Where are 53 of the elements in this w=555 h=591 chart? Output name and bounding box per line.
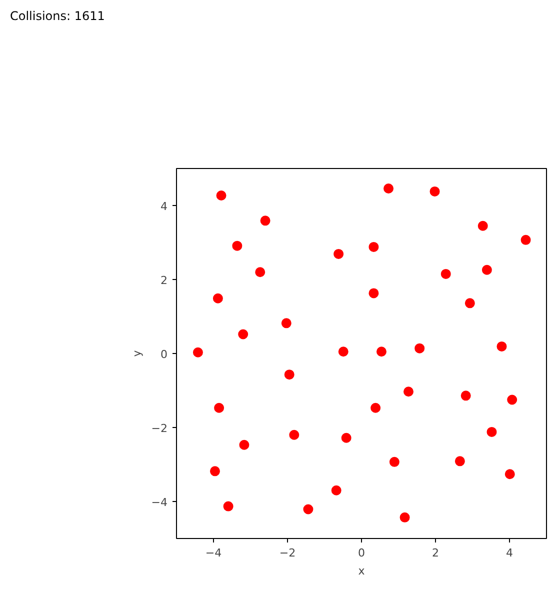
point <box>389 456 400 467</box>
text: Collisions: 1611 <box>10 8 105 25</box>
point <box>384 183 394 194</box>
point <box>255 267 266 278</box>
y-tick-label: 4 <box>160 200 168 213</box>
point <box>400 512 410 522</box>
x-tick-label: 0 <box>358 546 365 560</box>
point <box>430 186 440 196</box>
y-tick-label: 2 <box>160 274 168 287</box>
point <box>281 318 292 328</box>
point <box>368 242 379 252</box>
x-tick-label: −2 <box>279 546 296 560</box>
point <box>341 432 352 443</box>
x-tick-label: 2 <box>432 546 439 560</box>
point <box>376 346 386 357</box>
point <box>478 220 488 231</box>
point <box>504 469 515 480</box>
x-tick-label: 4 <box>506 546 513 560</box>
point <box>210 466 220 476</box>
point <box>239 440 250 450</box>
point <box>214 402 224 413</box>
point <box>192 347 203 358</box>
point <box>464 298 475 308</box>
point <box>440 268 451 279</box>
y-axis-title: y <box>130 350 144 357</box>
point <box>238 329 248 340</box>
point <box>403 386 414 397</box>
point <box>507 394 518 405</box>
point <box>520 234 531 245</box>
point <box>334 248 344 259</box>
point <box>289 430 300 440</box>
point <box>454 456 465 466</box>
y-tick-label: −2 <box>151 422 168 435</box>
point <box>303 504 314 514</box>
point <box>496 341 507 352</box>
point <box>331 485 342 496</box>
point <box>486 426 497 437</box>
point <box>482 264 492 275</box>
y-tick-label: −4 <box>151 496 168 509</box>
point <box>223 501 234 512</box>
y-tick-label: 0 <box>160 348 168 361</box>
point <box>414 343 425 354</box>
point <box>368 288 379 298</box>
point <box>284 370 294 380</box>
point <box>232 240 242 251</box>
point <box>212 293 223 304</box>
point <box>338 346 348 357</box>
point <box>460 390 471 401</box>
point <box>370 402 381 413</box>
x-tick-label: −4 <box>205 546 222 560</box>
x-axis-title: x <box>358 564 366 578</box>
point <box>260 216 270 226</box>
point <box>216 190 226 200</box>
